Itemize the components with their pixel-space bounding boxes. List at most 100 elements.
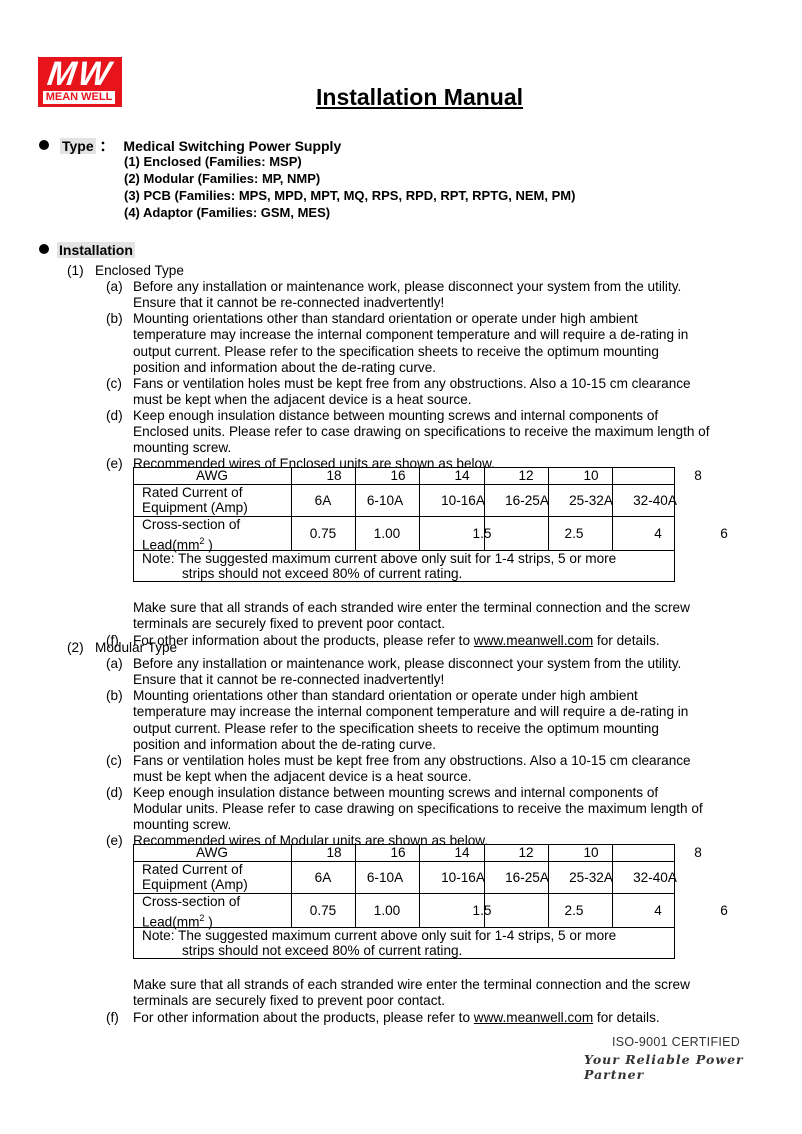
table-note: Note: The suggested maximum current abov…: [142, 928, 617, 944]
type-colon: ：: [99, 138, 114, 154]
awg-value: 8: [694, 845, 702, 861]
wire-instruction: Make sure that all strands of each stran…: [133, 600, 690, 616]
item-text: for details.: [593, 1009, 660, 1025]
slogan: Your Reliable Power Partner: [584, 1052, 744, 1082]
table-col-divider: [484, 845, 485, 928]
section-number: (2): [67, 640, 84, 655]
type-item: (2) Modular (Families: MP, NMP): [124, 171, 321, 186]
item-text: Before any installation or maintenance w…: [133, 279, 682, 295]
table-col-divider: [291, 845, 292, 928]
rated-value: 32-40A: [633, 493, 677, 509]
table-col-divider: [419, 468, 420, 551]
item-text: position and information about the de-ra…: [133, 359, 437, 375]
bullet-icon: [39, 140, 49, 150]
rated-label: Equipment (Amp): [142, 500, 248, 516]
item-text: Fans or ventilation holes must be kept f…: [133, 752, 691, 768]
table-row-divider: [134, 861, 674, 863]
item-label: (d): [106, 784, 123, 800]
item-text: output current. Please refer to the spec…: [133, 720, 659, 736]
item-text: for details.: [593, 632, 660, 648]
rated-value: 10-16A: [441, 870, 485, 886]
item-text: For other information about the products…: [133, 1010, 660, 1026]
awg-value: 8: [694, 468, 702, 484]
rated-value: 32-40A: [633, 870, 677, 886]
cross-value: 4: [654, 903, 662, 919]
type-item: (1) Enclosed (Families: MSP): [124, 154, 302, 169]
rated-label: Rated Current of: [142, 862, 243, 878]
cross-label: Lead(mm2 ): [142, 910, 213, 931]
table-col-divider: [355, 845, 356, 928]
item-label: (a): [106, 656, 123, 672]
rated-value: 6-10A: [366, 870, 404, 886]
type-item: (4) Adaptor (Families: GSM, MES): [124, 205, 331, 220]
awg-value: 14: [454, 468, 470, 484]
item-text: temperature may increase the internal co…: [133, 704, 689, 720]
item-text: Mounting orientations other than standar…: [133, 688, 638, 704]
cross-value: 0.75: [309, 903, 337, 919]
awg-value: 18: [326, 845, 342, 861]
awg-value: 14: [454, 845, 470, 861]
item-text: Modular units. Please refer to case draw…: [133, 801, 703, 816]
rated-label: Rated Current of: [142, 485, 243, 501]
item-label: (d): [106, 407, 123, 423]
table-col-divider: [612, 845, 613, 928]
section-title: Modular Type: [95, 640, 178, 655]
rated-value: 25-32A: [569, 870, 613, 886]
item-label: (f): [106, 1009, 119, 1025]
installation-label: Installation: [57, 242, 135, 258]
awg-header: AWG: [196, 845, 228, 861]
cross-value: 1.00: [373, 526, 401, 542]
item-text: mounting screw.: [133, 817, 232, 833]
item-text: For other information about the products…: [133, 1009, 474, 1025]
item-text: must be kept when the adjacent device is…: [133, 391, 472, 407]
cross-unit-exp: 2: [199, 913, 205, 924]
wire-instruction: Make sure that all strands of each stran…: [133, 977, 690, 993]
bullet-icon: [39, 244, 49, 254]
awg-header: AWG: [196, 468, 228, 484]
wire-instruction: terminals are securely fixed to prevent …: [133, 993, 446, 1009]
item-text: Keep enough insulation distance between …: [133, 407, 659, 423]
wire-table: AWG 18 16 14 12 10 8 Rated Current of Equipment …: [133, 844, 728, 960]
awg-value: 16: [390, 845, 406, 861]
cross-value: 4: [654, 526, 662, 542]
item-text: For other information about the products…: [133, 633, 660, 649]
wire-instruction: terminals are securely fixed to prevent …: [133, 616, 446, 632]
rated-value: 6A: [314, 870, 332, 886]
item-text: output current. Please refer to the spec…: [133, 343, 659, 359]
cross-value: 2.5: [564, 903, 584, 919]
cross-unit-exp: 2: [199, 536, 205, 547]
cross-unit: Lead(mm: [142, 914, 200, 930]
section-number: (1): [67, 263, 84, 278]
mean-well-logo: MW MEAN WELL: [38, 55, 122, 107]
logo-mark: MW: [45, 55, 115, 93]
section-title: Enclosed Type: [95, 263, 184, 278]
logo-name: MEAN WELL: [43, 91, 115, 104]
table-col-divider: [484, 468, 485, 551]
item-text: Before any installation or maintenance w…: [133, 656, 682, 672]
type-item: (3) PCB (Families: MPS, MPD, MPT, MQ, RP…: [124, 188, 576, 203]
cross-value: 1.00: [373, 903, 401, 919]
meanwell-link[interactable]: www.meanwell.com: [473, 1009, 594, 1025]
item-text: temperature may increase the internal co…: [133, 327, 689, 343]
table-row-divider: [134, 516, 674, 518]
item-text: Enclosed units. Please refer to case dra…: [133, 424, 710, 439]
item-label: (c): [106, 752, 122, 768]
meanwell-link[interactable]: www.meanwell.com: [473, 632, 594, 648]
table-row-divider: [134, 927, 674, 929]
table-col-divider: [548, 845, 549, 928]
table-col-divider: [355, 468, 356, 551]
table-col-divider: [548, 468, 549, 551]
cross-unit: ): [204, 914, 213, 930]
type-label: Type: [60, 138, 96, 154]
table-row-divider: [134, 484, 674, 486]
installation-heading: Installation: [57, 242, 135, 258]
item-text: position and information about the de-ra…: [133, 736, 437, 752]
rated-value: 6-10A: [366, 493, 404, 509]
cross-value: 6: [720, 526, 728, 542]
table-col-divider: [291, 468, 292, 551]
item-text: Ensure that it cannot be re-connected in…: [133, 672, 445, 688]
rated-value: 25-32A: [569, 493, 613, 509]
rated-value: 16-25A: [505, 493, 549, 509]
item-text: Keep enough insulation distance between …: [133, 784, 659, 800]
cross-label: Lead(mm2 ): [142, 533, 213, 554]
